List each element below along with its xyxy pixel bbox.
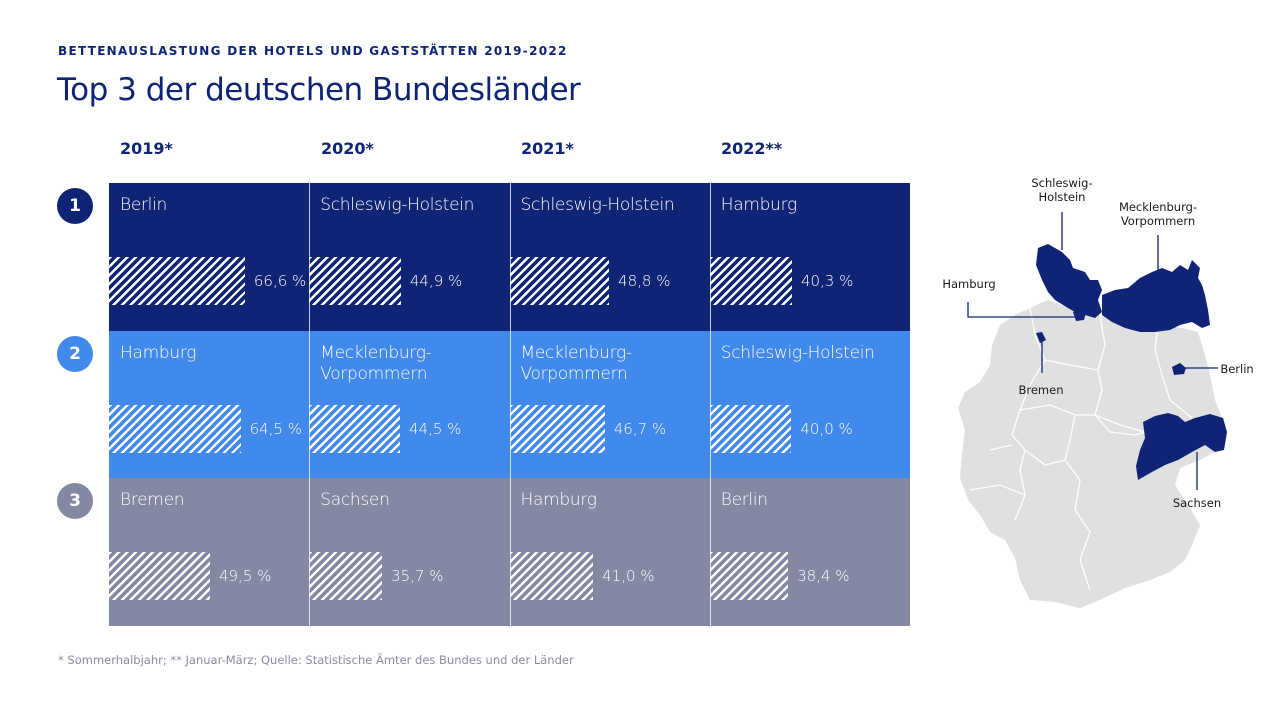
table-cell: Mecklenburg- Vorpommern 44,5 % <box>309 330 510 479</box>
map-label-schleswig-holstein: Schleswig- Holstein <box>1031 176 1093 204</box>
state-name: Schleswig-Holstein <box>720 342 875 363</box>
state-name: Hamburg <box>720 195 797 215</box>
occupancy-value-label: 48,8 % <box>618 272 671 290</box>
occupancy-bar <box>509 552 594 601</box>
column-header-2022: 2022** <box>721 139 783 158</box>
map-state-berlin <box>1172 363 1186 375</box>
occupancy-value-label: 40,3 % <box>800 272 854 290</box>
rank-badge-3: 3 <box>57 483 93 519</box>
occupancy-value-label: 49,5 % <box>218 567 272 586</box>
table-cell: Hamburg 41,0 % <box>509 478 710 627</box>
column-header-2019: 2019* <box>120 139 173 158</box>
occupancy-value-label: 40,0 % <box>800 419 853 438</box>
map-state-mecklenburg-vorpommern <box>1102 260 1210 332</box>
table-cell: Berlin 38,4 % <box>709 478 910 627</box>
occupancy-bar <box>309 257 401 305</box>
occupancy-bar <box>709 404 792 453</box>
occupancy-value-label: 44,9 % <box>409 272 463 290</box>
rank-badge-2: 2 <box>57 336 93 372</box>
state-name: Berlin <box>120 195 168 215</box>
rank-badge-1: 1 <box>57 188 93 224</box>
table-cell: Berlin 66,6 % <box>109 183 310 331</box>
table-cell: Mecklenburg- Vorpommern 46,7 % <box>509 330 710 479</box>
occupancy-bar <box>709 552 789 601</box>
map-germany-base <box>958 300 1226 608</box>
map-highlighted-states <box>1036 244 1227 480</box>
chart-title: Top 3 der deutschen Bundesländer <box>57 72 581 108</box>
table-cell: Sachsen 35,7 % <box>309 478 510 627</box>
table-cell: Hamburg 40,3 % <box>709 183 910 331</box>
germany-map: Schleswig- Holstein Mecklenburg- Vorpomm… <box>930 160 1254 624</box>
occupancy-value-label: 64,5 % <box>249 419 302 438</box>
occupancy-value-label: 46,7 % <box>613 419 667 438</box>
column-header-2020: 2020* <box>321 139 374 158</box>
map-state-sachsen <box>1136 413 1227 480</box>
occupancy-bar <box>709 257 792 305</box>
map-state-hamburg <box>1073 308 1086 321</box>
state-name: Schleswig-Holstein <box>320 195 475 215</box>
occupancy-value-label: 35,7 % <box>391 567 444 586</box>
table-cell: Bremen 49,5 % <box>109 478 310 627</box>
map-label-sachsen: Sachsen <box>1172 496 1222 510</box>
occupancy-bar <box>309 552 383 601</box>
occupancy-bar <box>509 404 605 453</box>
state-name: Bremen <box>120 490 185 511</box>
map-state-borders <box>969 307 1193 591</box>
occupancy-value-label: 44,5 % <box>409 419 462 438</box>
germany-map-svg <box>958 212 1227 608</box>
map-label-mecklenburg-vorpommern: Mecklenburg- Vorpommern <box>1118 200 1198 228</box>
map-leader-lines <box>967 212 1218 490</box>
column-divider <box>509 183 511 626</box>
map-state-bremen <box>1036 332 1046 343</box>
column-divider <box>309 183 311 626</box>
footnote: * Sommerhalbjahr; ** Januar-März; Quelle… <box>58 653 574 667</box>
table-cell: Schleswig-Holstein 48,8 % <box>509 183 710 331</box>
state-name: Hamburg <box>520 490 597 511</box>
state-name: Schleswig-Holstein <box>520 195 675 215</box>
chart-subtitle: BETTENAUSLASTUNG DER HOTELS UND GASTSTÄT… <box>58 44 568 58</box>
state-name: Sachsen <box>320 490 390 511</box>
map-label-berlin: Berlin <box>1220 362 1254 376</box>
table-cell: Schleswig-Holstein 40,0 % <box>709 330 910 479</box>
column-divider <box>709 183 711 626</box>
occupancy-value-label: 38,4 % <box>797 567 850 586</box>
ranking-table: Berlin 66,6 % Schleswig-Holstein 44,9 % Schl… <box>109 183 910 627</box>
state-name: Mecklenburg- Vorpommern <box>520 342 633 384</box>
occupancy-bar <box>109 552 210 601</box>
occupancy-bar <box>309 404 401 453</box>
map-state-schleswig-holstein <box>1036 244 1102 318</box>
map-label-bremen: Bremen <box>1018 383 1064 397</box>
column-header-2021: 2021* <box>521 139 574 158</box>
occupancy-bar <box>509 257 610 305</box>
occupancy-value-label: 66,6 % <box>253 272 307 290</box>
table-cell: Hamburg 64,5 % <box>109 330 310 479</box>
state-name: Hamburg <box>120 342 197 363</box>
occupancy-bar <box>109 257 245 305</box>
state-name: Mecklenburg- Vorpommern <box>320 342 432 384</box>
table-cell: Schleswig-Holstein 44,9 % <box>309 183 510 331</box>
occupancy-value-label: 41,0 % <box>602 567 655 586</box>
map-label-hamburg: Hamburg <box>942 277 996 291</box>
state-name: Berlin <box>720 490 768 511</box>
occupancy-bar <box>109 404 241 453</box>
